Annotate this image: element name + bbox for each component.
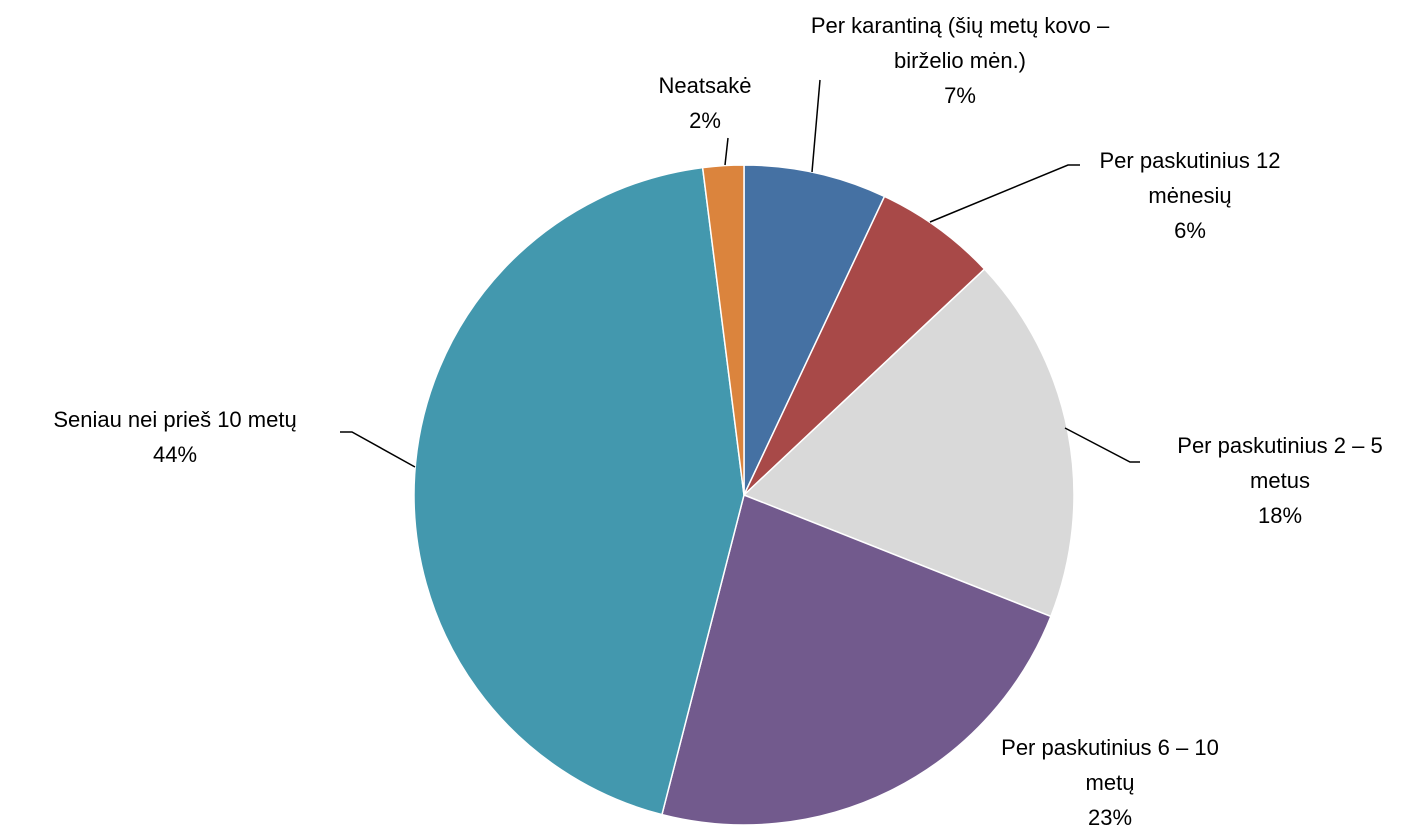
- slice-percent: 44%: [152, 442, 198, 467]
- slice-percent: 7%: [944, 83, 976, 108]
- slice-name: Per paskutinius 2 – 5 metus: [1177, 433, 1383, 493]
- slice-name: Per paskutinius 6 – 10 metų: [1001, 735, 1219, 795]
- slice-name: Seniau nei prieš 10 metų: [53, 407, 297, 432]
- slice-name: Neatsakė: [658, 73, 752, 98]
- pie-slice: [743, 195, 986, 496]
- leader-line: [929, 164, 1080, 223]
- data-label: Per paskutinius 2 – 5 metus 18%: [1155, 428, 1405, 533]
- pie-slice: [661, 493, 1052, 826]
- data-label: Per karantiną (šių metų kovo – birželio …: [810, 8, 1110, 113]
- pie-slice: [701, 164, 745, 496]
- pie-slice: [742, 268, 1075, 618]
- leader-line: [724, 137, 729, 166]
- leader-line: [340, 431, 416, 468]
- slice-name: Per paskutinius 12 mėnesių: [1099, 148, 1281, 208]
- leader-line: [1064, 427, 1140, 463]
- slice-name: Per karantiną (šių metų kovo – birželio …: [810, 13, 1110, 73]
- data-label: Seniau nei prieš 10 metų 44%: [5, 402, 345, 472]
- pie-slice: [413, 166, 745, 816]
- data-label: Neatsakė 2%: [640, 68, 770, 138]
- slice-percent: 23%: [1087, 805, 1133, 830]
- leader-line: [811, 79, 821, 173]
- data-label: Per paskutinius 6 – 10 metų 23%: [975, 730, 1245, 835]
- slice-percent: 6%: [1174, 218, 1206, 243]
- pie-slice: [743, 164, 886, 496]
- slice-percent: 2%: [689, 108, 721, 133]
- slice-percent: 18%: [1257, 503, 1303, 528]
- data-label: Per paskutinius 12 mėnesių 6%: [1075, 143, 1305, 248]
